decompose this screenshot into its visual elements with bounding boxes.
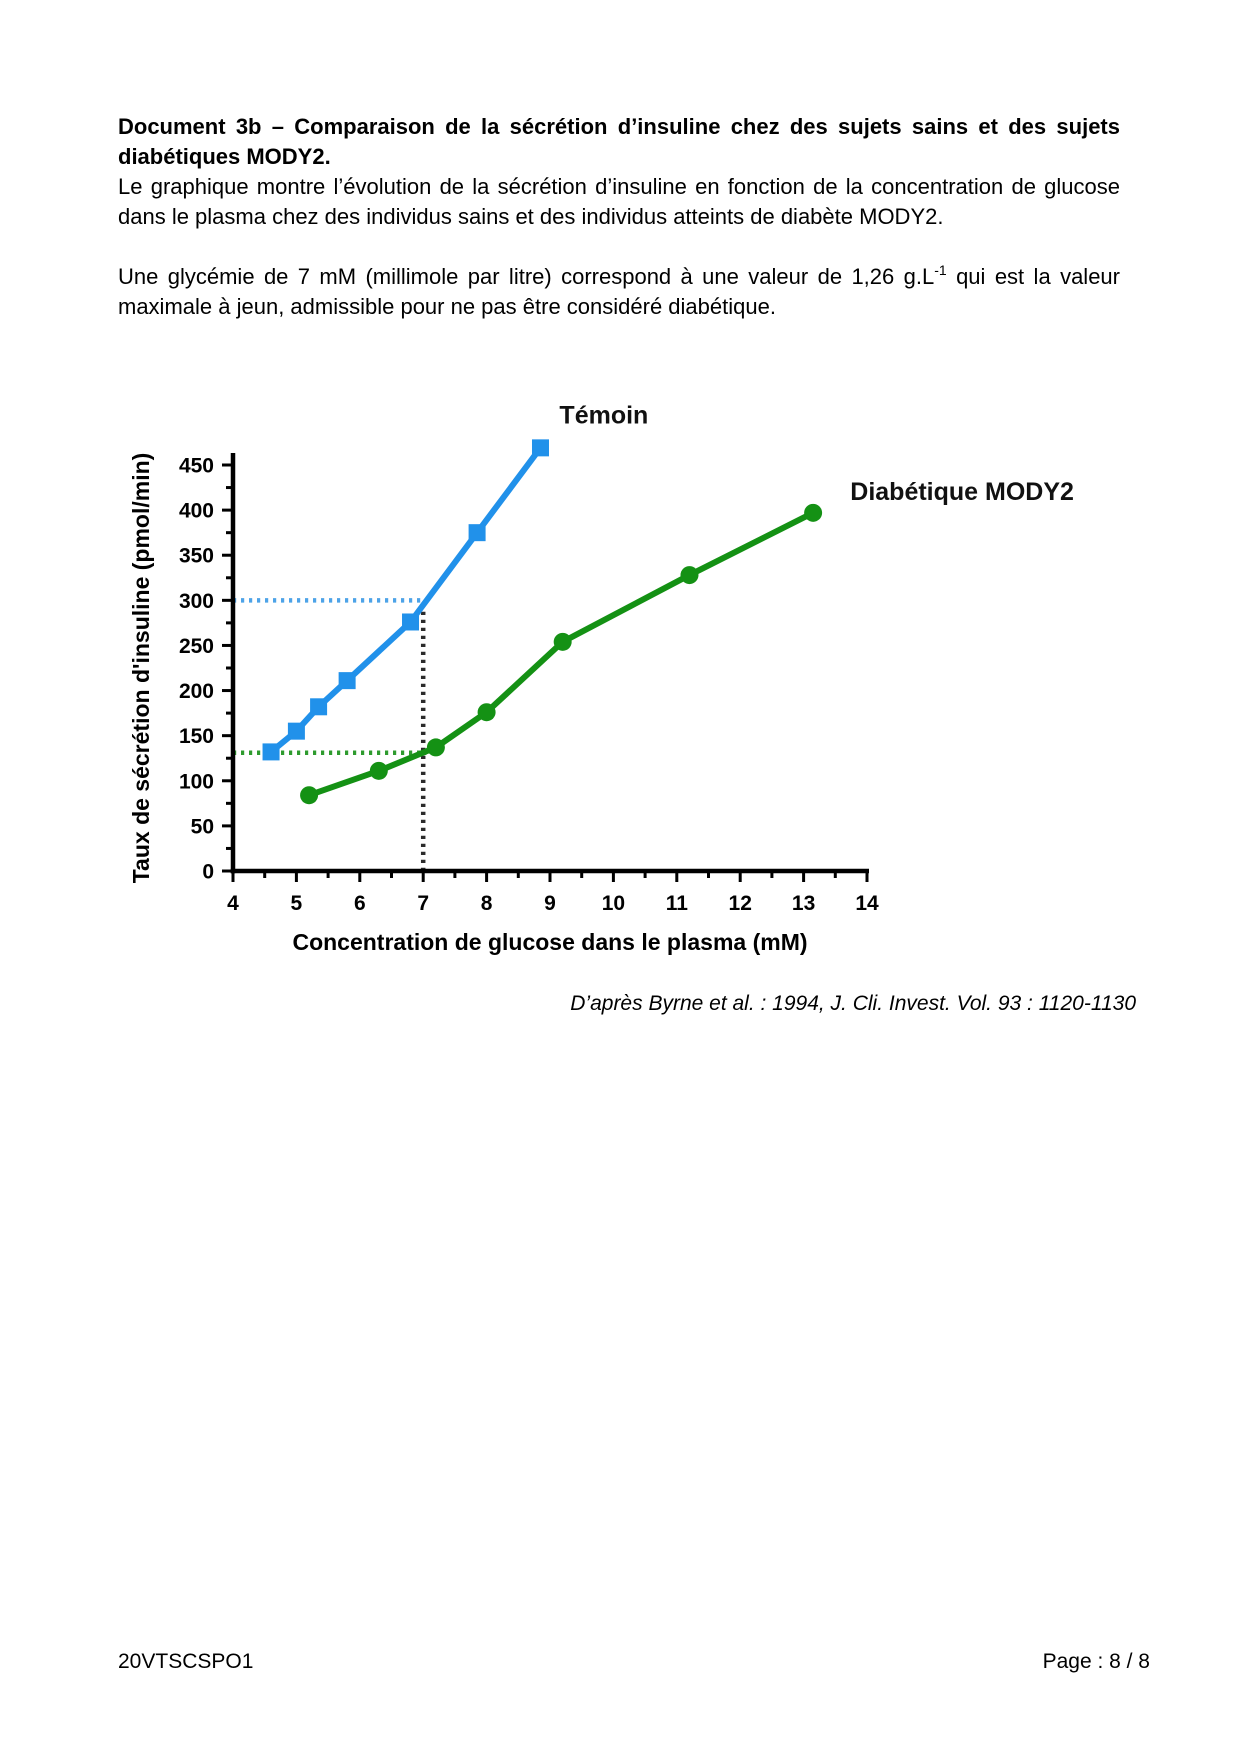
x-tick-label: 8 <box>481 892 493 915</box>
x-axis-title: Concentration de glucose dans le plasma … <box>292 929 807 955</box>
data-point <box>804 503 823 522</box>
x-tick-label: 6 <box>354 892 366 915</box>
footer-doc-code: 20VTSCSPO1 <box>118 1650 254 1673</box>
x-tick-label: 14 <box>855 892 879 915</box>
paragraph-2: Une glycémie de 7 mM (millimole par litr… <box>118 262 1120 322</box>
data-point <box>262 743 280 761</box>
document-text-block: Document 3b – Comparaison de la sécrétio… <box>118 112 1120 322</box>
page-footer: 20VTSCSPO1 Page : 8 / 8 <box>118 1650 1150 1674</box>
data-point <box>477 703 496 722</box>
insulin-secretion-chart: 4 5 6 7 8 9 10 11 12 13 14 0 50 100 150 200 250 300 350 400… <box>100 348 1160 973</box>
paragraph-2-text-after: qui est la valeur maximale à jeun, admis… <box>118 264 1120 319</box>
x-tick-label: 13 <box>792 892 815 915</box>
y-tick-label: 450 <box>179 455 214 478</box>
footer-page-number: Page : 8 / 8 <box>1042 1650 1150 1673</box>
chart-svg: 4 5 6 7 8 9 10 11 12 13 14 0 50 100 150 200 250 300 350 400… <box>128 401 1074 955</box>
y-tick-label: 350 <box>179 545 214 568</box>
paragraph-1-text: Le graphique montre l’évolution de la sé… <box>118 174 1120 229</box>
x-tick-label: 10 <box>602 892 625 915</box>
series-temoin: Témoin <box>262 401 648 761</box>
x-tick-label: 4 <box>227 892 239 915</box>
data-point <box>310 698 328 716</box>
data-point <box>338 672 356 690</box>
series-mody2: Diabétique MODY2 <box>300 478 1074 805</box>
series-line <box>306 509 817 799</box>
y-tick-label: 400 <box>179 500 214 523</box>
x-tick-label: 7 <box>417 892 429 915</box>
x-tick-label: 12 <box>729 892 752 915</box>
x-tick-label: 11 <box>666 892 689 915</box>
paragraph-1: Le graphique montre l’évolution de la sé… <box>118 172 1120 232</box>
data-point <box>402 613 420 631</box>
data-point <box>553 632 572 651</box>
axis-ticks <box>222 463 869 882</box>
y-axis-title: Taux de sécrétion d'insuline (pmol/min) <box>128 453 154 884</box>
y-tick-label: 150 <box>179 725 214 748</box>
superscript-exponent: -1 <box>934 261 947 278</box>
source-caption: D’après Byrne et al. : 1994, J. Cli. Inv… <box>570 992 1136 1015</box>
series-label: Témoin <box>559 401 648 429</box>
data-point <box>531 439 549 457</box>
tick-labels: 4 5 6 7 8 9 10 11 12 13 14 0 50 100 150 200 250 300 350 400… <box>179 455 879 916</box>
x-tick-label: 9 <box>544 892 556 915</box>
paragraph-2-text-before: Une glycémie de 7 mM (millimole par litr… <box>118 264 935 289</box>
guide-lines <box>233 598 427 871</box>
x-tick-label: 5 <box>291 892 303 915</box>
document-heading: Document 3b – Comparaison de la sécrétio… <box>118 114 1120 169</box>
y-tick-label: 0 <box>202 861 214 884</box>
y-tick-label: 250 <box>179 635 214 658</box>
data-point <box>426 738 445 757</box>
data-point <box>300 786 319 805</box>
data-point <box>468 524 486 542</box>
y-tick-label: 300 <box>179 590 214 613</box>
data-point <box>287 722 305 740</box>
axes <box>230 453 869 874</box>
y-tick-label: 100 <box>179 770 214 793</box>
y-tick-label: 50 <box>191 815 214 838</box>
data-point <box>680 566 699 585</box>
series-label: Diabétique MODY2 <box>850 478 1074 506</box>
y-tick-label: 200 <box>179 680 214 703</box>
data-point <box>369 761 388 780</box>
